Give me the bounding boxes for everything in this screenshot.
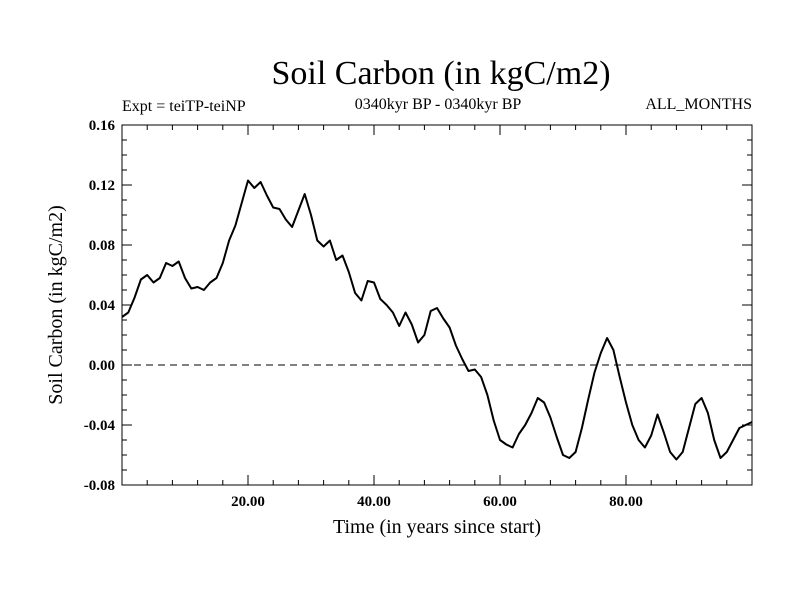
- y-axis-label: Soil Carbon (in kgC/m2): [45, 205, 67, 404]
- x-axis-label: Time (in years since start): [333, 516, 541, 538]
- y-tick-label: 0.04: [89, 298, 116, 314]
- y-tick-label: -0.08: [84, 478, 115, 494]
- chart-title: Soil Carbon (in kgC/m2): [271, 55, 610, 92]
- x-tick-label: 80.00: [609, 494, 643, 510]
- y-tick-label: 0.16: [89, 118, 116, 134]
- y-tick-label: -0.04: [84, 418, 116, 434]
- data-series-line: [121, 179, 753, 461]
- x-tick-label: 40.00: [357, 494, 391, 510]
- experiment-label: Expt = teiTP-teiNP: [122, 98, 246, 115]
- plot-area: 20.00 40.00 60.00 80.00 -0.08 -0.04 0.00 0.04 0.…: [84, 118, 753, 510]
- x-tick-label: 60.00: [483, 494, 517, 510]
- y-tick-label: 0.08: [89, 238, 115, 254]
- y-tick-label: 0.00: [89, 358, 115, 374]
- x-tick-label: 20.00: [231, 494, 265, 510]
- y-tick-label: 0.12: [89, 178, 115, 194]
- plot-frame: [121, 124, 753, 486]
- months-label: ALL_MONTHS: [645, 96, 752, 113]
- period-label: 0340kyr BP - 0340kyr BP: [355, 96, 522, 113]
